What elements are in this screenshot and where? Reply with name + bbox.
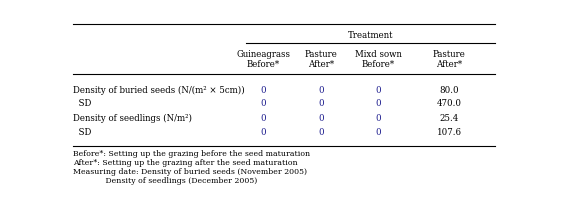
Text: 107.6: 107.6 [437,127,462,136]
Text: 0: 0 [376,114,381,123]
Text: 0: 0 [318,85,324,94]
Text: 0: 0 [376,127,381,136]
Text: SD: SD [74,127,92,136]
Text: Guineagrass
Before*: Guineagrass Before* [237,49,290,69]
Text: 0: 0 [260,85,266,94]
Text: Density of buried seeds (N/(m² × 5cm)): Density of buried seeds (N/(m² × 5cm)) [74,85,245,94]
Text: Before*: Setting up the grazing before the seed maturation: Before*: Setting up the grazing before t… [74,149,311,157]
Text: 25.4: 25.4 [439,114,459,123]
Text: Pasture
After*: Pasture After* [304,49,337,69]
Text: Density of seedlings (N/m²): Density of seedlings (N/m²) [74,114,193,123]
Text: After*: Setting up the grazing after the seed maturation: After*: Setting up the grazing after the… [74,159,298,166]
Text: 0: 0 [260,114,266,123]
Text: 0: 0 [260,127,266,136]
Text: Mixd sown
Before*: Mixd sown Before* [355,49,402,69]
Text: Density of seedlings (December 2005): Density of seedlings (December 2005) [74,177,258,184]
Text: SD: SD [74,98,92,107]
Text: Treatment: Treatment [348,31,393,40]
Text: 0: 0 [318,127,324,136]
Text: 0: 0 [376,85,381,94]
Text: 0: 0 [318,114,324,123]
Text: Pasture
After*: Pasture After* [433,49,465,69]
Text: 0: 0 [376,98,381,107]
Text: 0: 0 [260,98,266,107]
Text: Measuring date: Density of buried seeds (November 2005): Measuring date: Density of buried seeds … [74,167,307,176]
Text: 0: 0 [318,98,324,107]
Text: 470.0: 470.0 [437,98,462,107]
Text: 80.0: 80.0 [439,85,459,94]
